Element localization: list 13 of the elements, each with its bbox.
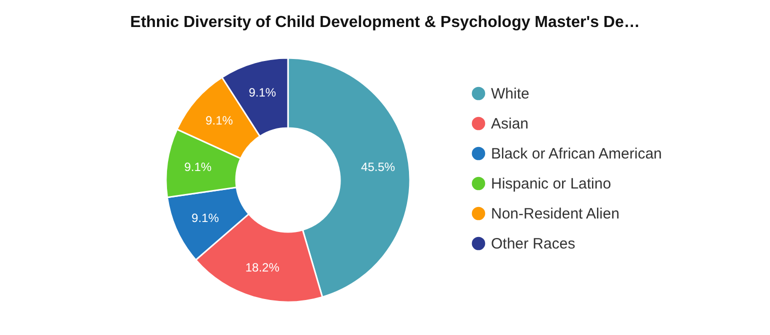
data-label: 9.1% (184, 160, 212, 174)
legend-label: Black or African American (491, 146, 662, 162)
legend-label: Non-Resident Alien (491, 206, 620, 222)
legend-label: White (491, 86, 530, 102)
data-label: 18.2% (245, 260, 280, 274)
data-label: 9.1% (192, 210, 220, 225)
chart-title: Ethnic Diversity of Child Development & Psychology Master's De… (130, 14, 640, 31)
legend-label: Hispanic or Latino (491, 176, 612, 192)
legend-label: Other Races (491, 236, 576, 252)
data-label: 9.1% (248, 86, 276, 100)
legend-label: Asian (491, 116, 529, 132)
data-label: 9.1% (206, 113, 234, 128)
data-label: 45.5% (361, 160, 396, 174)
